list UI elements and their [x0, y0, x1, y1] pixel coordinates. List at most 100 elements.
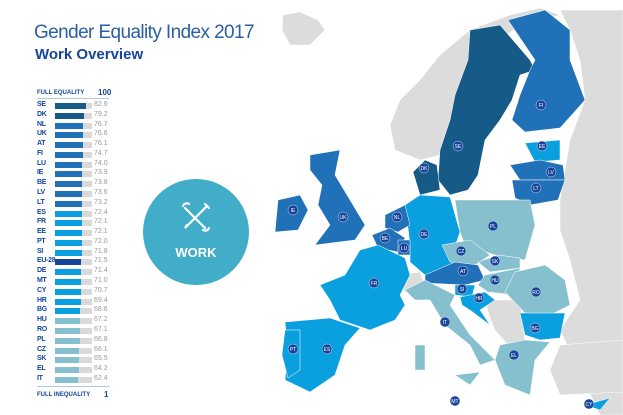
country-bg — [519, 312, 566, 341]
country-marker — [530, 286, 542, 298]
bar-category-label: SK — [37, 355, 47, 363]
bar-category-label: SI — [37, 247, 44, 255]
country-code-label: FR — [371, 281, 378, 287]
bar-value-label: 68.6 — [94, 306, 108, 314]
country-marker — [287, 204, 299, 216]
bar — [55, 122, 84, 129]
bar-track — [55, 181, 92, 188]
country-code-label: ES — [324, 347, 331, 353]
bar-category-label: IT — [37, 374, 43, 382]
bar-category-label: HR — [37, 296, 47, 304]
bar — [55, 161, 83, 168]
bar — [55, 367, 79, 374]
bar-track — [55, 230, 92, 237]
country-marker — [489, 255, 501, 267]
country-marker — [455, 245, 467, 257]
bar-track — [55, 142, 92, 149]
country-marker — [489, 274, 501, 286]
bar-category-label: EE — [37, 228, 46, 236]
country-code-label: IE — [291, 208, 296, 214]
bar-row: ES 72.4 — [37, 208, 115, 218]
bar-category-label: MT — [37, 277, 47, 285]
country-fr — [319, 244, 411, 331]
bar-row: AT 76.1 — [37, 140, 115, 149]
country-lv — [509, 159, 566, 181]
country-marker — [530, 182, 542, 194]
bar-track — [55, 151, 92, 158]
country-marker — [449, 395, 461, 407]
bar-row: MT 71.0 — [37, 277, 115, 286]
bar-category-label: SE — [37, 101, 46, 108]
country-hr — [459, 291, 496, 326]
bar-row: PT 72.0 — [37, 237, 115, 247]
bar — [55, 337, 80, 344]
bar-category-label: LT — [37, 198, 45, 206]
country-marker — [287, 343, 299, 355]
country-code-label: CY — [586, 402, 594, 408]
bar-track — [55, 347, 92, 354]
bar-category-label: DK — [37, 110, 47, 118]
country-marker — [529, 322, 541, 334]
bar — [55, 259, 82, 266]
bar-value-label: 67.1 — [94, 325, 108, 333]
country-marker — [583, 398, 595, 410]
bar-track — [55, 327, 92, 334]
bar-track — [55, 220, 92, 227]
country-marker — [368, 277, 380, 289]
bar — [55, 308, 81, 315]
country-code-label: SI — [460, 287, 465, 293]
bar-value-label: 71.5 — [94, 257, 108, 265]
bar-track — [55, 279, 92, 286]
work-label: WORK — [175, 245, 217, 260]
country-code-label: EL — [511, 353, 517, 359]
bar — [55, 269, 82, 276]
country-code-label: DE — [421, 232, 429, 238]
non-eu-land — [281, 11, 326, 46]
bar-track — [55, 269, 92, 276]
country-marker — [536, 140, 548, 152]
bar-category-label: FR — [37, 218, 46, 226]
bar-track — [55, 337, 92, 344]
bar-value-label: 71.8 — [94, 247, 108, 255]
bar-category-label: FI — [37, 149, 43, 157]
full-equality-label: FULL EQUALITY — [37, 90, 85, 96]
country-code-label: EE — [539, 144, 546, 150]
country-marker — [545, 166, 557, 178]
country-code-label: MT — [451, 399, 458, 405]
bar-track — [55, 259, 92, 266]
country-marker — [398, 242, 410, 254]
bar-track — [55, 112, 92, 119]
bar-value-label: 72.4 — [94, 208, 108, 216]
bar-category-label: CY — [37, 286, 47, 294]
country-pt — [281, 329, 301, 379]
bar-row: LU 74.0 — [37, 159, 115, 169]
bar — [55, 200, 83, 207]
bar — [55, 357, 80, 364]
bar-value-label: 72.1 — [94, 228, 108, 236]
country-fi — [507, 9, 586, 133]
bar-category-label: BE — [37, 179, 47, 187]
bar-row: EL 64.2 — [37, 365, 115, 374]
bar-track — [55, 161, 92, 168]
bar-row: IT 62.4 — [37, 374, 115, 384]
work-badge: WORK — [143, 179, 249, 285]
bar — [55, 210, 82, 217]
divider — [37, 386, 109, 387]
bar-track — [55, 288, 92, 295]
bar-category-label: BG — [37, 306, 47, 314]
bar-value-label: 73.2 — [94, 198, 108, 206]
bar-value-label: 72.0 — [94, 237, 108, 245]
country-marker — [456, 283, 468, 295]
country-uk — [309, 149, 366, 246]
non-eu-land — [559, 9, 623, 415]
country-code-label: LT — [533, 186, 538, 192]
bar-track — [55, 122, 92, 129]
page-title: Gender Equality Index 2017 — [34, 22, 255, 43]
bar-row: DK 79.2 — [37, 110, 115, 120]
bar — [55, 249, 82, 256]
bar-value-label: 62.4 — [94, 374, 108, 382]
bar-value-label: 74.0 — [94, 159, 108, 167]
divider — [37, 98, 109, 99]
country-code-label: RO — [532, 290, 540, 296]
country-marker — [321, 343, 333, 355]
